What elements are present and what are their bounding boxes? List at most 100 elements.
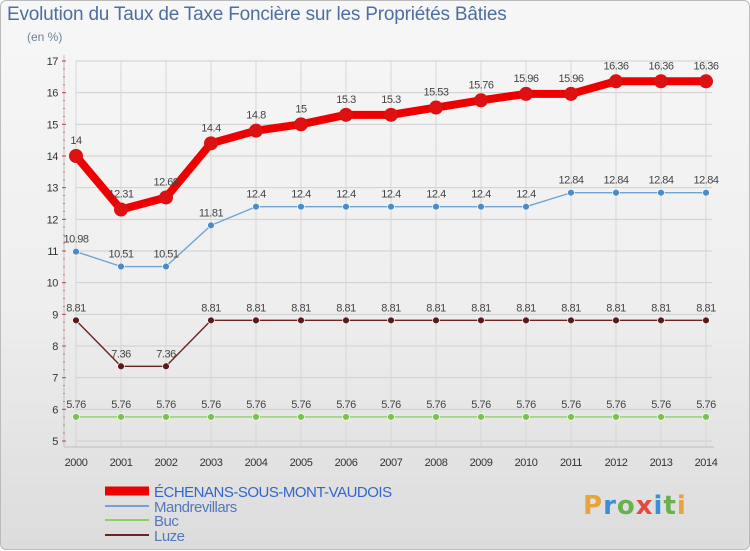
- data-label-1-6: 12.4: [336, 189, 356, 201]
- x-tick-label: 2006: [335, 457, 358, 469]
- data-label-1-3: 11.81: [199, 207, 224, 219]
- logo-letter: x: [635, 491, 654, 521]
- data-label-1-8: 12.4: [426, 189, 446, 201]
- data-label-3-8: 8.81: [426, 302, 446, 314]
- logo-letter: r: [603, 491, 617, 521]
- y-tick-label: 11: [47, 246, 58, 258]
- legend-label-2: Buc: [154, 513, 179, 530]
- data-label-1-5: 12.4: [291, 189, 311, 201]
- point-3-3: [207, 316, 215, 325]
- point-1-14: [702, 189, 710, 197]
- data-label-3-6: 8.81: [336, 302, 356, 314]
- point-3-10: [522, 316, 530, 325]
- data-label-2-0: 5.76: [66, 399, 86, 411]
- data-label-0-13: 16.36: [648, 60, 673, 72]
- data-label-3-1: 7.36: [111, 348, 131, 360]
- data-label-2-4: 5.76: [246, 399, 266, 411]
- data-label-3-4: 8.81: [246, 302, 266, 314]
- x-tick-label: 2005: [290, 457, 313, 469]
- data-label-2-10: 5.76: [516, 399, 536, 411]
- y-tick-label: 7: [52, 373, 58, 385]
- data-label-1-1: 10.51: [108, 249, 133, 261]
- data-label-3-12: 8.81: [606, 302, 626, 314]
- y-tick-label: 17: [47, 56, 59, 68]
- data-label-1-7: 12.4: [381, 189, 401, 201]
- data-label-2-9: 5.76: [471, 399, 491, 411]
- x-tick-label: 2011: [560, 457, 582, 469]
- point-0-6: [339, 107, 353, 122]
- data-label-0-10: 15.96: [513, 73, 538, 85]
- point-1-8: [432, 202, 440, 211]
- x-tick-label: 2009: [470, 457, 493, 469]
- data-label-3-5: 8.81: [291, 302, 311, 314]
- x-tick-label: 2001: [110, 457, 133, 469]
- data-label-1-2: 10.51: [153, 249, 178, 261]
- point-1-12: [612, 189, 620, 197]
- point-0-7: [384, 107, 398, 122]
- data-label-3-11: 8.81: [561, 302, 581, 314]
- point-1-1: [117, 262, 125, 271]
- point-3-0: [72, 316, 80, 325]
- data-label-1-4: 12.4: [246, 189, 266, 201]
- grid-lines: [75, 60, 712, 447]
- data-label-1-11: 12.84: [558, 175, 583, 187]
- x-tick-label: 2000: [65, 457, 88, 469]
- data-label-2-11: 5.76: [561, 399, 581, 411]
- data-label-0-9: 15.76: [468, 79, 493, 91]
- logo-letter: P: [583, 491, 604, 521]
- legend-label-3: Luze: [154, 528, 185, 545]
- point-0-8: [429, 100, 443, 115]
- data-label-0-0: 14: [70, 135, 82, 147]
- x-tick-label: 2003: [200, 457, 223, 469]
- y-tick-label: 13: [47, 183, 59, 195]
- data-label-2-7: 5.76: [381, 399, 401, 411]
- point-0-1: [114, 202, 128, 217]
- data-label-0-2: 12.69: [153, 176, 178, 188]
- x-tick-label: 2014: [695, 457, 718, 469]
- point-2-2: [162, 413, 170, 421]
- y-tick-label: 5: [52, 436, 58, 448]
- logo-letter: t: [663, 491, 677, 521]
- point-2-5: [297, 413, 305, 421]
- data-label-1-0: 10.98: [63, 234, 88, 246]
- data-label-3-10: 8.81: [516, 302, 536, 314]
- data-label-1-13: 12.84: [648, 175, 673, 187]
- point-3-12: [612, 316, 620, 325]
- point-0-3: [204, 136, 218, 151]
- point-1-0: [72, 247, 80, 256]
- data-label-3-0: 8.81: [66, 302, 86, 314]
- proxiti-logo: Proxiti: [583, 491, 687, 521]
- data-label-0-11: 15.96: [558, 73, 583, 85]
- x-tick-label: 2002: [155, 457, 178, 469]
- y-axis-ticks: 5 6 7 8 9 10 11 12 13 14 15 16 17: [47, 56, 66, 448]
- data-label-2-1: 5.76: [111, 399, 131, 411]
- x-tick-label: 2007: [380, 457, 403, 469]
- data-label-2-6: 5.76: [336, 399, 356, 411]
- data-label-0-3: 14.4: [201, 122, 221, 134]
- data-label-0-14: 16.36: [693, 60, 718, 72]
- x-tick-label: 2012: [605, 457, 628, 469]
- x-tick-label: 2004: [245, 457, 268, 469]
- point-3-5: [297, 316, 305, 325]
- data-label-1-12: 12.84: [603, 175, 628, 187]
- data-label-2-8: 5.76: [426, 399, 446, 411]
- point-3-9: [477, 316, 485, 325]
- data-label-1-9: 12.4: [471, 189, 491, 201]
- logo-letter: i: [653, 491, 664, 521]
- x-axis-ticks: 2000 2001 2002 2003 2004 2005 2006 2007 2008 2009…: [65, 457, 719, 469]
- data-label-0-5: 15: [295, 103, 307, 115]
- data-label-1-14: 12.84: [693, 175, 718, 187]
- y-tick-label: 6: [52, 404, 58, 416]
- data-label-2-5: 5.76: [291, 399, 311, 411]
- point-0-2: [159, 190, 173, 205]
- point-1-3: [207, 221, 215, 230]
- point-2-9: [477, 413, 485, 421]
- point-0-13: [654, 74, 668, 89]
- data-label-1-10: 12.4: [516, 189, 536, 201]
- legend-label-1: Mandrevillars: [154, 499, 237, 516]
- y-tick-label: 14: [47, 151, 59, 163]
- point-1-10: [522, 202, 530, 211]
- point-3-8: [432, 316, 440, 325]
- unit-label: (en %): [27, 30, 63, 44]
